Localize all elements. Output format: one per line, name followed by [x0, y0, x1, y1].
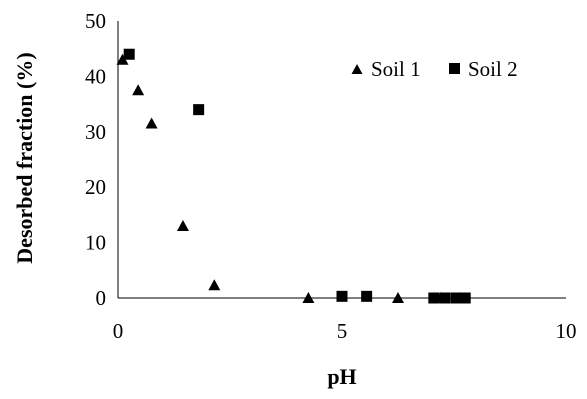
- data-points: [116, 48, 471, 304]
- triangle-point: [145, 117, 158, 129]
- x-tick-label: 10: [556, 319, 577, 343]
- y-tick-label: 40: [85, 64, 106, 88]
- legend: Soil 1 Soil 2: [351, 57, 518, 81]
- square-point: [428, 292, 440, 304]
- y-tick-label: 30: [85, 120, 106, 144]
- y-axis-title: Desorbed fraction (%): [12, 52, 37, 263]
- square-point: [361, 290, 373, 302]
- y-tick-label: 10: [85, 231, 106, 255]
- x-axis-title: pH: [327, 364, 356, 389]
- x-tick-label: 5: [337, 319, 348, 343]
- y-tick-label: 0: [96, 286, 107, 310]
- square-point: [123, 48, 135, 60]
- triangle-point: [132, 84, 145, 96]
- series-1: [116, 53, 467, 303]
- x-tick-labels: 0 5 10: [113, 319, 577, 343]
- square-point: [439, 292, 451, 304]
- square-point: [193, 104, 205, 116]
- legend-label-soil-2: Soil 2: [468, 57, 518, 81]
- square-point: [450, 292, 462, 304]
- triangle-point: [116, 53, 129, 65]
- y-tick-label: 20: [85, 175, 106, 199]
- legend-label-soil-1: Soil 1: [371, 57, 421, 81]
- triangle-point: [302, 292, 315, 303]
- legend-marker-soil-1: [351, 64, 363, 74]
- series-2: [123, 48, 471, 304]
- triangle-point: [392, 292, 404, 303]
- triangle-point: [208, 279, 221, 291]
- x-tick-label: 0: [113, 319, 124, 343]
- square-point: [336, 290, 348, 302]
- legend-marker-soil-2: [449, 63, 460, 74]
- y-tick-label: 50: [85, 9, 106, 33]
- triangle-point: [176, 219, 189, 231]
- square-point: [459, 292, 471, 304]
- y-tick-labels: 0 10 20 30 40 50: [85, 9, 106, 310]
